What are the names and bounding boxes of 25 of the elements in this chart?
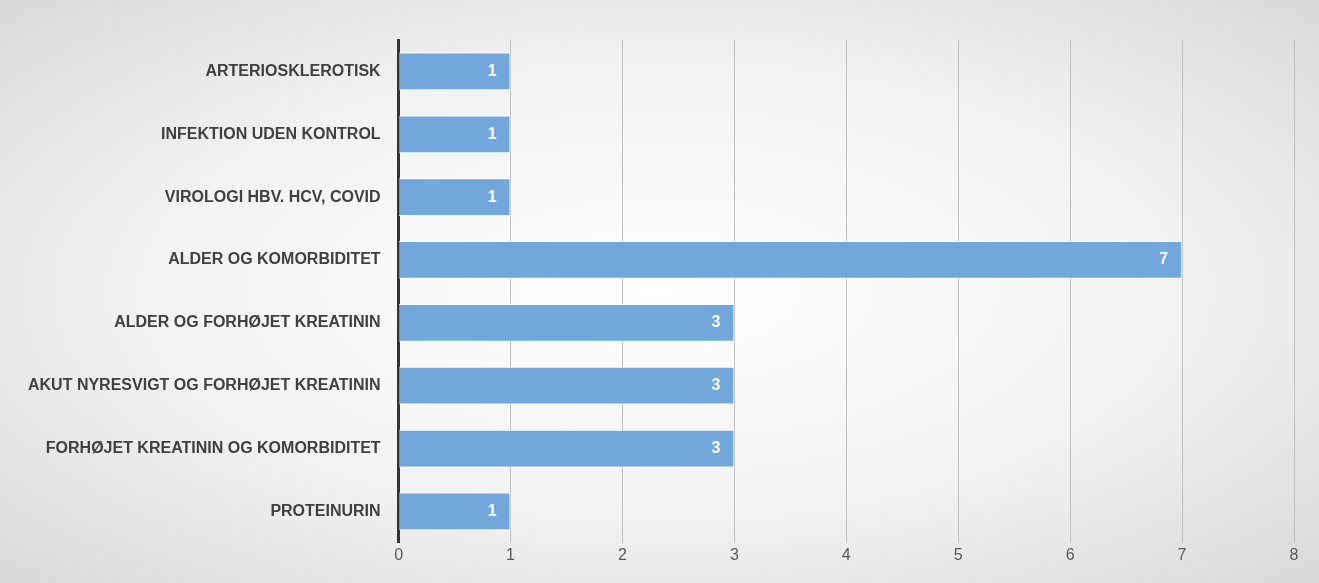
x-tick-label: 3 xyxy=(729,545,739,563)
x-tick-label: 7 xyxy=(1177,545,1187,563)
data-label: 7 xyxy=(1159,250,1169,268)
x-tick-label: 0 xyxy=(394,545,404,563)
data-label: 1 xyxy=(487,187,497,205)
y-tick-label: FORHØJET KREATININ OG KOMORBIDITET xyxy=(45,438,381,456)
y-tick-label: ARTERIOSKLEROTISK xyxy=(205,61,382,79)
x-tick-label: 8 xyxy=(1289,545,1299,563)
y-tick-label: ALDER OG FORHØJET KREATININ xyxy=(114,313,381,331)
data-label: 1 xyxy=(487,61,497,79)
data-label: 3 xyxy=(711,313,721,331)
y-tick-label: ALDER OG KOMORBIDITET xyxy=(168,250,381,268)
x-tick-label: 1 xyxy=(506,545,516,563)
y-tick-label: INFEKTION UDEN KONTROL xyxy=(161,124,381,142)
data-label: 1 xyxy=(487,501,497,519)
x-tick-label: 2 xyxy=(618,545,627,563)
data-label: 3 xyxy=(711,438,721,456)
y-tick-label: VIROLOGI HBV. HCV, COVID xyxy=(164,187,381,205)
data-label: 1 xyxy=(487,124,497,142)
x-tick-label: 6 xyxy=(1065,545,1075,563)
y-tick-label: PROTEINURIN xyxy=(270,501,381,519)
x-tick-label: 5 xyxy=(953,545,963,563)
x-tick-label: 4 xyxy=(841,545,851,563)
data-label: 3 xyxy=(711,376,721,394)
y-tick-label: AKUT NYRESVIGT OG FORHØJET KREATININ xyxy=(28,376,381,394)
